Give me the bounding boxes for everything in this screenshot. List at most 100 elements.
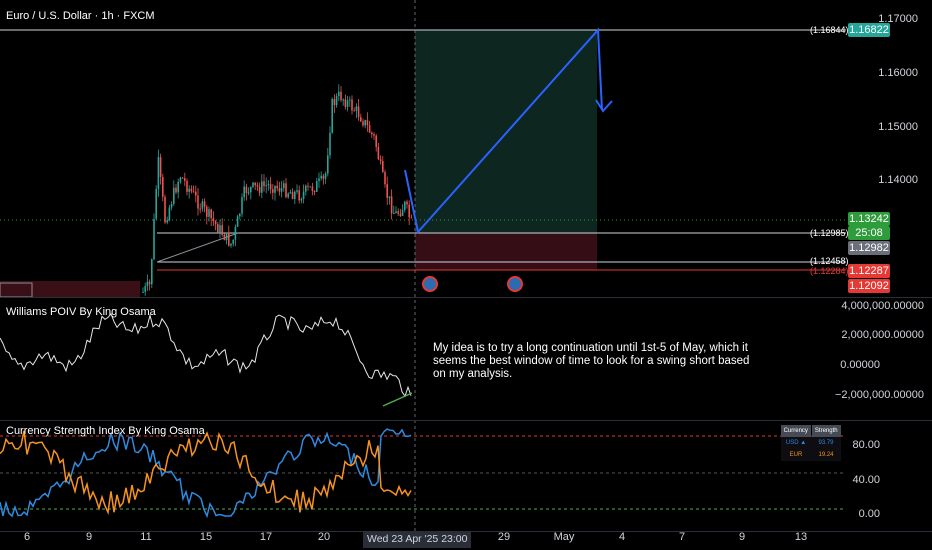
time-label: 9 (85, 531, 93, 543)
countdown-tag: 25:08 (848, 226, 890, 240)
time-label: 9 (738, 531, 746, 543)
table-header-currency: Currency (781, 425, 811, 437)
candle-body (208, 209, 210, 217)
time-label: 13 (794, 531, 808, 543)
level-label-target: (1.16844) (810, 25, 849, 35)
projection-path[interactable] (404, 27, 603, 235)
event-flag-icon[interactable] (422, 276, 438, 292)
candle-body (338, 91, 340, 97)
williams-svg (0, 313, 413, 407)
candle-body (219, 225, 221, 233)
entry-price-tag: 1.12982 (848, 241, 890, 255)
williams-divergence-line[interactable] (382, 392, 413, 407)
candle-body (261, 181, 263, 193)
low-price-tag: 1.12092 (848, 279, 890, 293)
price-tick: 1.16000 (878, 67, 918, 79)
price-chart-pane[interactable]: Euro / U.S. Dollar · 1h · FXCM (1.16844)… (0, 0, 849, 532)
candle-body (371, 132, 373, 135)
candle-body (177, 181, 179, 193)
candle-body (199, 208, 201, 210)
candle-body (357, 106, 360, 118)
candle-body (316, 181, 318, 192)
candle-body (263, 181, 265, 187)
pane-separator[interactable] (0, 420, 932, 421)
candle-body (285, 183, 287, 198)
candle-body (406, 201, 408, 205)
csi-axis[interactable]: 80.00 40.00 0.00 (846, 421, 932, 531)
usd-strength-line (0, 428, 412, 519)
candle-body (349, 99, 351, 101)
williams-tick: 2,000,000.00000 (841, 329, 924, 341)
price-chart-svg (0, 0, 846, 532)
williams-title[interactable]: Williams POIV By King Osama (6, 306, 156, 318)
candle-body (201, 201, 204, 209)
level-label-support: (1.12458) (810, 256, 849, 266)
pane-separator[interactable] (0, 297, 932, 298)
candle-body (190, 188, 193, 192)
candle-body (254, 182, 256, 186)
price-axis[interactable]: 1.17000 1.16000 1.15000 1.14000 (846, 0, 932, 297)
candle-body (287, 193, 289, 198)
candle-body (390, 196, 393, 214)
candle-body (298, 190, 300, 201)
loss-zone (415, 233, 597, 270)
candle-body (203, 201, 206, 207)
candle-body (291, 192, 294, 199)
event-flag-icon[interactable] (507, 276, 523, 292)
candle-body (366, 120, 369, 126)
eur-strength-line (0, 430, 412, 515)
candle-body (155, 188, 157, 219)
candle-body (197, 195, 199, 209)
williams-tick: −2,000,000.00000 (834, 389, 924, 401)
candle-body (360, 117, 362, 122)
candle-body (280, 188, 283, 192)
candle-body (188, 188, 190, 192)
candle-body (162, 176, 164, 197)
last-price-tag: 1.13242 (848, 212, 890, 226)
symbol-title[interactable]: Euro / U.S. Dollar · 1h · FXCM (6, 10, 155, 22)
candle-body (335, 96, 338, 106)
williams-pane[interactable]: Williams POIV By King Osama My idea is t… (0, 298, 846, 420)
time-label: May (553, 531, 575, 543)
candle-body (368, 125, 371, 133)
candle-body (151, 259, 153, 285)
candle-body (258, 186, 261, 193)
candle-body (232, 239, 234, 244)
candle-body (184, 178, 186, 181)
candle-body (382, 161, 384, 173)
csi-tick: 0.00 (858, 508, 880, 520)
williams-axis[interactable]: 4,000,000.00000 2,000,000.00000 0.00000 … (835, 298, 932, 420)
csi-tick: 80.00 (852, 439, 880, 451)
candle-body (294, 191, 296, 199)
csi-pane[interactable]: Currency Strength Index By King Osama (0, 421, 846, 531)
candle-body (399, 213, 402, 216)
candle-body (353, 110, 355, 112)
candle-body (241, 197, 243, 214)
candle-body (247, 192, 250, 194)
candle-body (195, 191, 197, 196)
candle-body (181, 177, 184, 179)
csi-title[interactable]: Currency Strength Index By King Osama (6, 425, 205, 437)
candle-body (393, 212, 395, 214)
candle-body (311, 186, 314, 191)
candle-body (342, 99, 344, 101)
candle-body (179, 177, 182, 182)
candle-body (276, 185, 278, 189)
target-price-tag: 1.16822 (848, 23, 890, 37)
candle-body (239, 213, 241, 217)
candle-body (388, 196, 391, 198)
candle-body (386, 184, 388, 198)
candle-body (395, 211, 397, 213)
analysis-note[interactable]: My idea is to try a long continuation un… (433, 342, 750, 380)
stop-price-tag: 1.12287 (848, 264, 890, 278)
candle-body (327, 155, 329, 174)
candle-body (408, 204, 410, 218)
candle-body (333, 98, 336, 106)
candle-body (344, 99, 347, 107)
candle-body (404, 201, 406, 210)
candle-body (164, 196, 166, 223)
candle-body (274, 185, 276, 193)
candle-body (153, 218, 155, 260)
price-tick: 1.14000 (878, 174, 918, 186)
candle-body (212, 218, 215, 222)
